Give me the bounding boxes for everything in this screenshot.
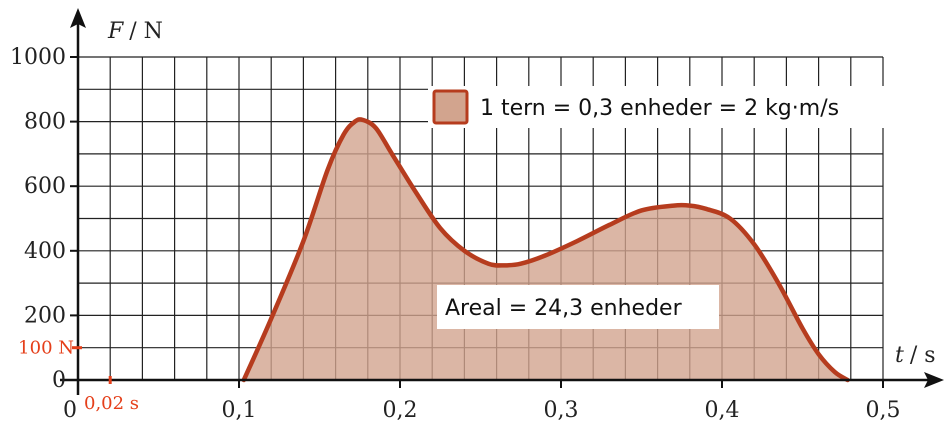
unit-square-label: 1 tern = 0,3 enheder = 2 kg·m/s (480, 96, 839, 121)
y-axis-arrow (70, 8, 86, 28)
origin-label: 0 (63, 398, 77, 423)
x-step-label: 0,02 s (84, 393, 139, 414)
x-tick-label: 0,3 (544, 398, 579, 423)
area-label-background (437, 285, 719, 329)
y-tick-label: 400 (24, 239, 66, 264)
y-axis-label: F / N (107, 19, 163, 44)
y-tick-label: 200 (24, 303, 66, 328)
y-tick-label: 800 (24, 110, 66, 135)
x-tick-label: 0,1 (222, 398, 257, 423)
x-axis-label: t / s (895, 343, 936, 368)
y-tick-label: 600 (24, 174, 66, 199)
x-tick-label: 0,5 (866, 398, 901, 423)
y-tick-labels: 0 200 400 600 800 1000 (10, 45, 78, 393)
force-curve (241, 117, 850, 383)
axes (60, 8, 944, 395)
y-step-label: 100 N (18, 338, 74, 359)
x-axis-arrow (924, 372, 944, 388)
x-axis-unit: / s (910, 343, 936, 368)
y-axis-unit: / N (129, 19, 163, 44)
y-tick-label: 0 (52, 368, 66, 393)
x-tick-labels: 0,1 0,2 0,3 0,4 0,5 (222, 380, 901, 423)
unit-square-swatch (432, 89, 469, 125)
x-tick-label: 0,2 (383, 398, 418, 423)
area-label: Areal = 24,3 enheder (445, 296, 683, 321)
x-axis-symbol: t (895, 343, 904, 368)
y-axis-symbol: F (107, 19, 124, 44)
y-tick-label: 1000 (10, 45, 66, 70)
x-tick-label: 0,4 (705, 398, 740, 423)
legend-background (428, 86, 900, 128)
